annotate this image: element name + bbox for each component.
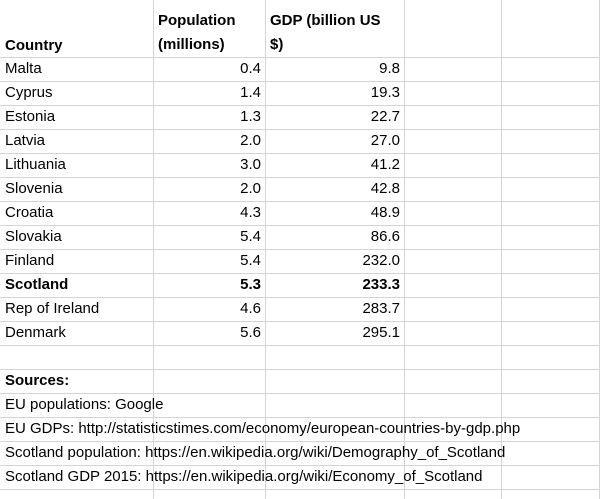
row-divider <box>0 225 600 226</box>
row-divider <box>0 393 600 394</box>
header-gdp-line2: $) <box>270 36 284 53</box>
row-divider <box>0 105 600 106</box>
cell-population: 3.0 <box>240 156 261 173</box>
cell-gdp: 9.8 <box>379 60 400 77</box>
cell-population: 4.6 <box>240 300 261 317</box>
row-divider <box>0 465 600 466</box>
cell-gdp: 232.0 <box>362 252 400 269</box>
cell-country: Cyprus <box>5 84 53 101</box>
cell-population: 1.4 <box>240 84 261 101</box>
cell-gdp: 19.3 <box>370 84 400 101</box>
header-gdp-line1: GDP (billion US <box>270 12 381 29</box>
cell-country: Lithuania <box>5 156 66 173</box>
cell-population: 1.3 <box>240 108 261 125</box>
row-divider <box>0 57 600 58</box>
cell-population: 5.3 <box>240 276 261 293</box>
cell-gdp: 41.2 <box>370 156 400 173</box>
cell-population: 0.4 <box>240 60 261 77</box>
header-population-line1: Population <box>158 12 236 29</box>
cell-country: Latvia <box>5 132 46 149</box>
cell-gdp: 233.3 <box>362 276 400 293</box>
source-line: EU populations: Google <box>5 396 164 413</box>
row-divider <box>0 489 600 490</box>
cell-country: Slovakia <box>5 228 62 245</box>
row-divider <box>0 249 600 250</box>
row-divider <box>0 177 600 178</box>
cell-country: Scotland <box>5 276 69 293</box>
cell-country: Finland <box>5 252 55 269</box>
row-divider <box>0 345 600 346</box>
row-divider <box>0 297 600 298</box>
source-line: Scotland population: https://en.wikipedi… <box>5 444 506 461</box>
row-divider <box>0 369 600 370</box>
cell-population: 5.4 <box>240 228 261 245</box>
row-divider <box>0 321 600 322</box>
source-line: EU GDPs: http://statisticstimes.com/econ… <box>5 420 521 437</box>
row-divider <box>0 441 600 442</box>
cell-gdp: 86.6 <box>370 228 400 245</box>
header-country: Country <box>5 37 63 54</box>
cell-country: Rep of Ireland <box>5 300 100 317</box>
row-divider <box>0 201 600 202</box>
row-divider <box>0 417 600 418</box>
sources-heading: Sources: <box>5 372 70 389</box>
cell-gdp: 283.7 <box>362 300 400 317</box>
header-population-line2: (millions) <box>158 36 225 53</box>
cell-country: Malta <box>5 60 42 77</box>
cell-country: Denmark <box>5 324 66 341</box>
cell-population: 5.6 <box>240 324 261 341</box>
row-divider <box>0 273 600 274</box>
cell-gdp: 48.9 <box>370 204 400 221</box>
cell-country: Croatia <box>5 204 54 221</box>
cell-population: 2.0 <box>240 132 261 149</box>
row-divider <box>0 153 600 154</box>
cell-gdp: 22.7 <box>370 108 400 125</box>
row-divider <box>0 129 600 130</box>
row-divider <box>0 81 600 82</box>
cell-population: 4.3 <box>240 204 261 221</box>
cell-population: 5.4 <box>240 252 261 269</box>
cell-population: 2.0 <box>240 180 261 197</box>
cell-country: Slovenia <box>5 180 63 197</box>
cell-gdp: 295.1 <box>362 324 400 341</box>
cell-gdp: 42.8 <box>370 180 400 197</box>
cell-country: Estonia <box>5 108 56 125</box>
cell-gdp: 27.0 <box>370 132 400 149</box>
source-line: Scotland GDP 2015: https://en.wikipedia.… <box>5 468 483 485</box>
